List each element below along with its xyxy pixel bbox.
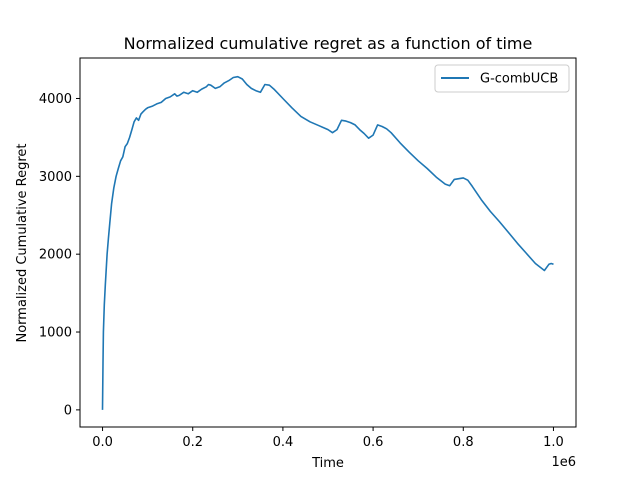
legend: G-combUCB (434, 64, 570, 93)
y-axis-label: Normalized Cumulative Regret (15, 143, 30, 342)
y-tick-label: 2000 (39, 248, 72, 263)
x-tick-label: 0.8 (453, 435, 474, 450)
legend-entry-label: G-combUCB (480, 72, 558, 87)
y-tick-label: 3000 (39, 170, 72, 185)
plot-area (79, 57, 577, 428)
chart-title: Normalized cumulative regret as a functi… (124, 34, 533, 53)
legend-box (434, 64, 570, 93)
x-tick-label: 1.0 (543, 435, 564, 450)
x-tick-label: 0.6 (363, 435, 384, 450)
y-tick-label: 4000 (39, 92, 72, 107)
x-axis-ticks: 0.0 0.2 0.4 0.6 0.8 1.0 (92, 427, 564, 450)
series-line-0 (101, 75, 554, 410)
x-tick-label: 0.4 (273, 435, 294, 450)
x-tick-label: 0.0 (92, 435, 113, 450)
y-axis-ticks: 0 1000 2000 3000 4000 (39, 92, 80, 418)
y-tick-label: 0 (64, 403, 72, 418)
axes-frame (79, 57, 577, 428)
x-axis-offset-label: 1e6 (551, 455, 576, 470)
x-axis-label: Time (311, 456, 344, 471)
x-tick-label: 0.2 (182, 435, 203, 450)
y-tick-label: 1000 (39, 326, 72, 341)
